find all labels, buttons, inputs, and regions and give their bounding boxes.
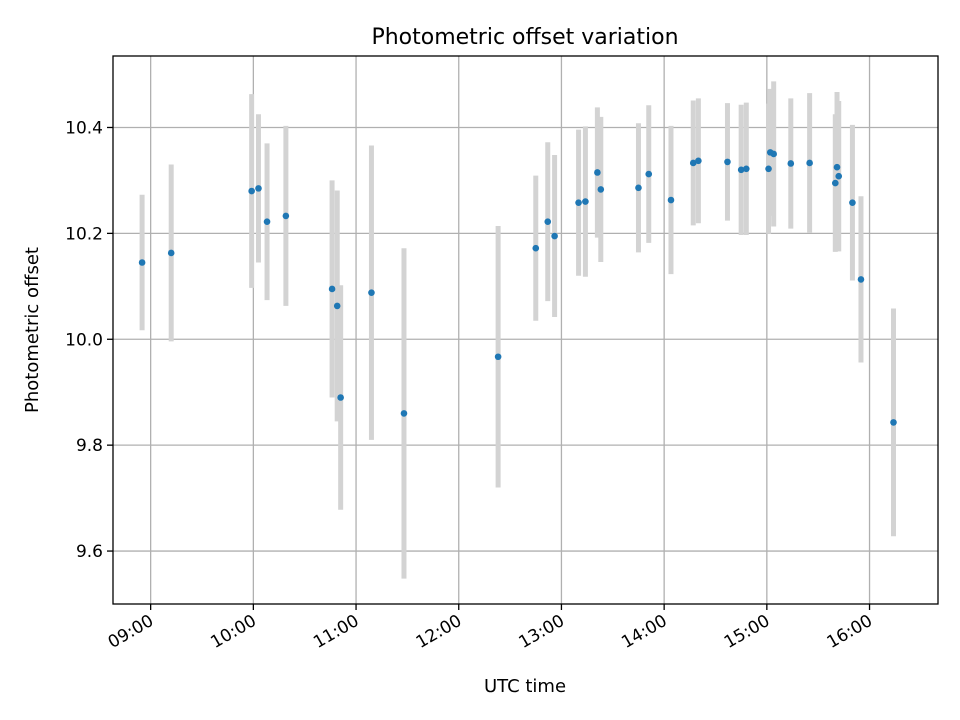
data-point bbox=[833, 163, 841, 171]
x-tick-label: 15:00 bbox=[721, 611, 773, 653]
data-point bbox=[597, 186, 605, 193]
data-point bbox=[770, 150, 777, 158]
data-point bbox=[832, 179, 839, 187]
x-axis-ticks: 09:00 10:00 11:00 12:00 13:00 14:00 15:00 16:00 bbox=[105, 604, 876, 653]
data-point bbox=[582, 198, 589, 205]
x-tick-label: 16:00 bbox=[824, 611, 876, 653]
x-tick-label: 11:00 bbox=[310, 611, 362, 653]
y-tick-label: 10.2 bbox=[65, 224, 103, 244]
data-point bbox=[575, 199, 582, 206]
data-point bbox=[635, 184, 642, 192]
data-point bbox=[857, 276, 865, 283]
data-point bbox=[263, 218, 271, 226]
x-tick-label: 09:00 bbox=[105, 611, 157, 653]
data-point bbox=[645, 170, 653, 178]
data-point bbox=[689, 159, 697, 167]
data-point bbox=[849, 199, 856, 206]
y-tick-label: 9.8 bbox=[76, 436, 103, 456]
data-point bbox=[765, 165, 772, 173]
plot-frame bbox=[112, 55, 939, 605]
x-tick-label: 13:00 bbox=[516, 611, 568, 653]
chart-title: Photometric offset variation bbox=[371, 25, 678, 50]
data-point bbox=[544, 218, 552, 226]
y-tick-label: 10.0 bbox=[65, 330, 103, 350]
y-axis-label: Photometric offset bbox=[22, 247, 43, 413]
x-tick-label: 12:00 bbox=[413, 611, 465, 653]
error-bars bbox=[139, 81, 896, 579]
data-point bbox=[742, 165, 750, 173]
data-point bbox=[787, 160, 795, 167]
data-point bbox=[695, 157, 702, 165]
data-point bbox=[138, 259, 146, 266]
data-point bbox=[282, 212, 290, 220]
data-point bbox=[328, 285, 336, 293]
data-point bbox=[532, 244, 540, 252]
data-point bbox=[248, 187, 255, 195]
data-point bbox=[724, 158, 731, 166]
data-point bbox=[368, 289, 375, 296]
data-point bbox=[667, 196, 675, 204]
data-point bbox=[551, 232, 558, 240]
y-axis-ticks: 9.6 9.8 10.0 10.2 10.4 bbox=[65, 118, 113, 562]
grid bbox=[113, 56, 938, 604]
data-point bbox=[494, 353, 502, 361]
data-point bbox=[594, 169, 601, 176]
x-tick-label: 10:00 bbox=[207, 611, 259, 653]
data-point bbox=[806, 159, 813, 167]
data-point bbox=[333, 302, 341, 310]
data-point bbox=[167, 249, 175, 257]
y-tick-label: 9.6 bbox=[76, 542, 103, 562]
data-point bbox=[255, 185, 262, 192]
x-axis-label: UTC time bbox=[484, 676, 566, 697]
data-points bbox=[138, 149, 897, 426]
data-point bbox=[400, 410, 408, 417]
data-point bbox=[890, 419, 897, 426]
data-point bbox=[835, 172, 843, 180]
data-point bbox=[337, 394, 344, 401]
x-tick-label: 14:00 bbox=[618, 611, 670, 653]
data-point bbox=[737, 166, 745, 174]
y-tick-label: 10.4 bbox=[65, 118, 103, 138]
